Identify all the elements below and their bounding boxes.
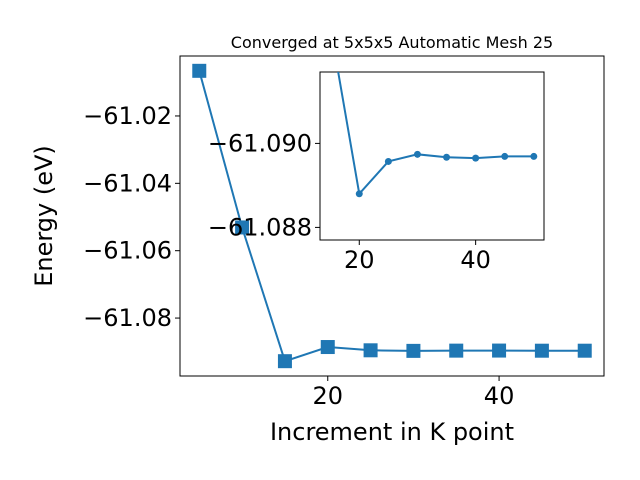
y-tick-label: −61.090 — [208, 129, 312, 157]
marker — [384, 157, 392, 165]
y-tick-label: −61.02 — [83, 102, 172, 130]
marker — [320, 340, 335, 355]
y-axis-label: Energy (eV) — [30, 145, 58, 287]
y-tick-label: −61.06 — [83, 237, 172, 265]
x-tick-label: 40 — [460, 246, 491, 274]
x-tick-label: 40 — [484, 382, 515, 410]
marker — [406, 343, 421, 358]
marker — [449, 343, 464, 358]
marker — [413, 150, 421, 158]
x-axis-label: Increment in K point — [270, 418, 514, 446]
y-tick-label: −61.08 — [83, 304, 172, 332]
y-tick-label: −61.04 — [83, 169, 172, 197]
x-tick-label: 20 — [312, 382, 343, 410]
marker — [443, 153, 451, 161]
marker — [277, 354, 292, 369]
series — [192, 63, 592, 369]
series-line — [198, 70, 585, 363]
marker — [472, 154, 480, 162]
marker — [501, 152, 509, 160]
marker — [192, 63, 207, 78]
chart-title: Converged at 5x5x5 Automatic Mesh 25 — [231, 33, 553, 52]
marker — [534, 343, 549, 358]
marker — [363, 343, 378, 358]
marker — [355, 190, 363, 198]
y-tick-label: −61.088 — [208, 213, 312, 241]
marker — [235, 220, 250, 235]
series — [327, 22, 538, 198]
marker — [492, 343, 507, 358]
marker — [530, 152, 538, 160]
x-tick-label: 20 — [344, 246, 375, 274]
marker — [577, 343, 592, 358]
series-line — [337, 72, 534, 197]
marker — [327, 22, 334, 29]
